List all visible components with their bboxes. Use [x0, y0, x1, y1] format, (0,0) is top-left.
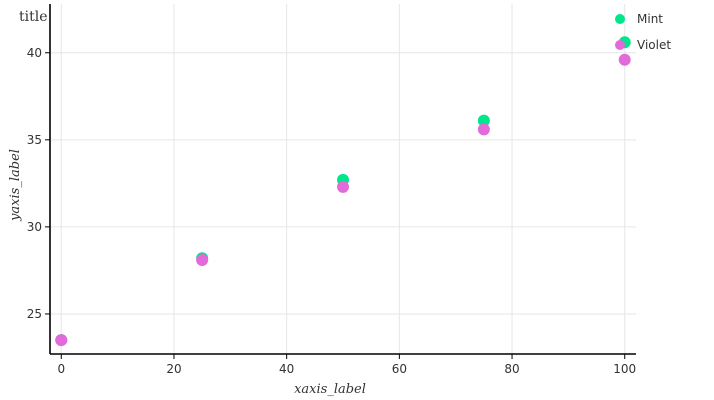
y-ticks: 25 30 35 40: [27, 46, 50, 321]
legend-swatch-mint: [615, 14, 625, 24]
legend: Mint Violet: [615, 12, 671, 52]
y-tick-label: 40: [27, 46, 42, 60]
chart-title: title: [19, 9, 48, 25]
x-tick-label: 60: [392, 362, 407, 376]
x-tick-label: 0: [57, 362, 65, 376]
y-tick-label: 25: [27, 307, 42, 321]
y-tick-label: 35: [27, 133, 42, 147]
point-mint: [477, 114, 490, 127]
y-tick-label: 30: [27, 220, 42, 234]
x-tick-label: 20: [166, 362, 181, 376]
legend-label-mint: Mint: [637, 12, 663, 26]
legend-swatch-violet: [615, 40, 625, 50]
point-violet: [337, 180, 349, 193]
x-ticks: 0 20 40 60 80 100: [57, 354, 636, 376]
x-tick-label: 100: [613, 362, 636, 376]
x-tick-label: 80: [504, 362, 519, 376]
point-violet: [196, 253, 209, 266]
legend-label-violet: Violet: [637, 38, 671, 52]
data-points: [55, 36, 631, 347]
point-violet: [55, 334, 68, 347]
axes: [49, 4, 636, 355]
point-violet: [618, 53, 631, 66]
y-axis-title: yaxis_label: [8, 149, 23, 222]
x-tick-label: 40: [279, 362, 294, 376]
x-axis-title: xaxis_label: [294, 382, 366, 397]
point-violet: [477, 123, 490, 136]
